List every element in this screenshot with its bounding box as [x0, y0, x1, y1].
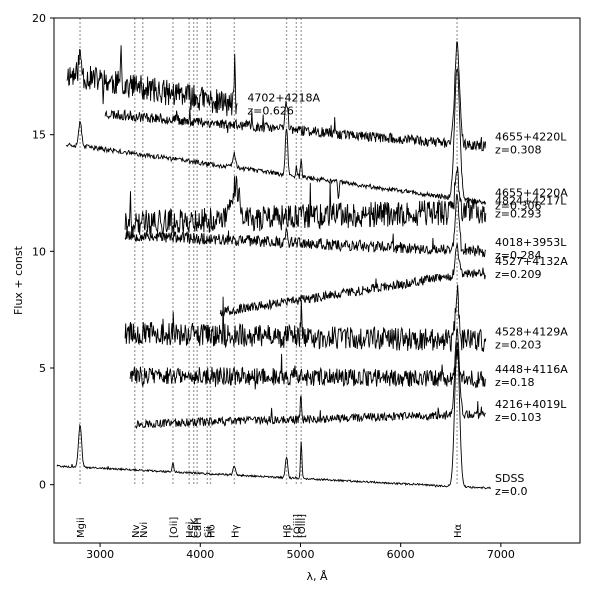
- series-redshift-label: z=0.293: [495, 208, 541, 221]
- series-name-label: 4655+4220A: [495, 187, 568, 200]
- spectra-series: [56, 41, 491, 490]
- series-redshift-label: z=0.626: [247, 105, 293, 118]
- emission-line-label: Mgii: [76, 517, 87, 538]
- series-name-label: 4824+4217L: [495, 195, 567, 208]
- series-name-label: 4216+4019L: [495, 398, 567, 411]
- emission-line-label: Sii: [203, 526, 214, 538]
- spectrum-4655+4220A: [65, 67, 487, 205]
- x-tick-label: 4000: [186, 548, 214, 561]
- spectrum-4528+4129A: [124, 284, 487, 352]
- spectrum-4527+4132A: [219, 243, 486, 317]
- y-tick-label: 10: [32, 245, 46, 258]
- spectrum-4216+4019L: [134, 328, 486, 429]
- spectrum-4448+4116A: [129, 348, 486, 390]
- series-redshift-label: z=0.306: [495, 200, 541, 213]
- series-redshift-label: z=0.209: [495, 268, 541, 281]
- spectrum-SDSS: [56, 342, 491, 490]
- y-tick-label: 5: [39, 362, 46, 375]
- series-name-label: 4448+4116A: [495, 363, 568, 376]
- emission-line-label: CaH: [193, 517, 204, 538]
- axis-ticks: 3000 4000 5000 6000 7000 0 5 10 15 20: [32, 12, 515, 561]
- plot-frame: [53, 17, 581, 544]
- emission-line-label: Hβ: [283, 524, 294, 538]
- series-redshift-label: z=0.203: [495, 338, 541, 351]
- series-redshift-label: z=0.103: [495, 411, 541, 424]
- x-tick-label: 3000: [86, 548, 114, 561]
- series-name-label: 4702+4218A: [247, 92, 320, 105]
- y-axis-title: Flux + const: [12, 245, 25, 315]
- emission-line-label: Nv: [131, 525, 142, 538]
- spectrum-4018+3953L: [124, 193, 486, 258]
- y-tick-label: 20: [32, 12, 46, 25]
- series-redshift-label: z=0.18: [495, 376, 534, 389]
- series-name-label: 4528+4129A: [495, 325, 568, 338]
- emission-line-label: Hα: [453, 523, 464, 538]
- emission-line-label: CaK: [190, 518, 201, 538]
- series-redshift-label: z=0.308: [495, 143, 541, 156]
- emission-line-label: Nvi: [139, 522, 150, 538]
- series-name-label: 4655+4220L: [495, 130, 567, 143]
- x-tick-label: 6000: [387, 548, 415, 561]
- emission-line-label: Hei: [185, 522, 196, 538]
- spectrum-4702+4218A: [66, 45, 238, 117]
- spectrum-4824+4217L: [124, 166, 487, 236]
- x-tick-label: 5000: [286, 548, 314, 561]
- series-redshift-label: z=0.0: [495, 485, 527, 498]
- series-redshift-label: z=0.284: [495, 249, 541, 262]
- x-axis-title: λ, Å: [306, 570, 328, 583]
- y-tick-label: 15: [32, 129, 46, 142]
- series-name-label: 4527+4132A: [495, 255, 568, 268]
- emission-line-label: [Oii]: [169, 517, 180, 538]
- emission-line-label: Hγ: [230, 524, 241, 538]
- x-tick-label: 7000: [487, 548, 515, 561]
- emission-line-label: [Oiii]: [292, 514, 303, 538]
- series-name-label: SDSS: [495, 472, 524, 485]
- series-name-label: 4018+3953L: [495, 236, 567, 249]
- y-tick-label: 0: [39, 479, 46, 492]
- emission-line-label: [Oiii]: [297, 514, 308, 538]
- emission-line-label: Hδ: [206, 524, 217, 538]
- spectrum-4655+4220L: [104, 41, 487, 152]
